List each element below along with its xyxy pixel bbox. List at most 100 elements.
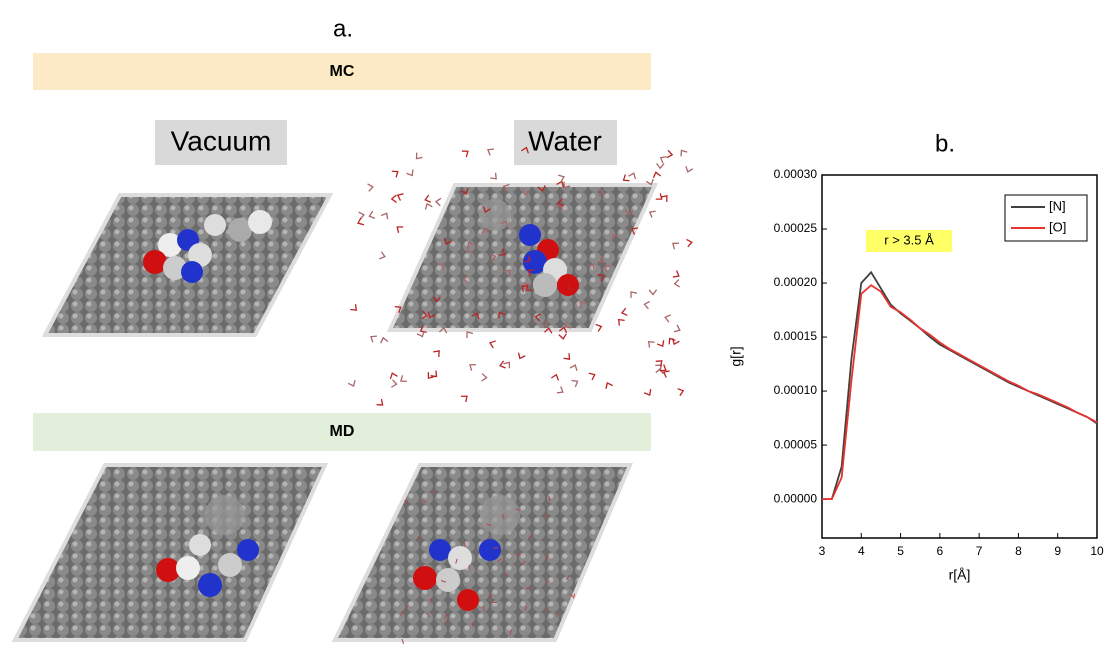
water-molecule	[484, 606, 485, 611]
x-axis-label: r[Å]	[949, 567, 971, 583]
annotation: r > 3.5 Å	[884, 232, 934, 247]
water-molecule	[650, 211, 656, 218]
water-molecule	[564, 353, 570, 359]
water-molecule	[482, 374, 487, 381]
chart-title: b.	[935, 130, 955, 157]
water-molecule	[390, 373, 397, 379]
water-molecule	[673, 271, 679, 278]
water-molecule	[492, 602, 497, 603]
water-molecule	[687, 239, 692, 246]
water-molecule	[488, 149, 494, 155]
water-molecule	[675, 280, 680, 287]
water-molecule	[549, 496, 550, 501]
water-molecule	[490, 341, 496, 348]
water-molecule	[674, 325, 680, 332]
water-molecule	[661, 157, 667, 163]
water-molecule	[656, 193, 662, 199]
legend-box	[1005, 195, 1087, 241]
water-molecule	[398, 194, 404, 201]
x-tick-label: 6	[937, 544, 944, 558]
water-molecule	[510, 630, 511, 635]
figure: a. MC Vacuum Water MD b.0.000000.000050	[0, 0, 1107, 648]
water-molecule	[631, 292, 637, 298]
y-tick-label: 0.00025	[774, 221, 818, 235]
panel-label: a.	[333, 15, 353, 42]
water-molecule	[425, 195, 431, 202]
water-molecule	[673, 243, 679, 249]
water-molecule	[622, 308, 627, 315]
water-molecule	[653, 172, 660, 177]
water-molecule	[425, 204, 432, 210]
water-molecule	[559, 334, 566, 339]
y-tick-label: 0.00000	[774, 491, 818, 505]
y-axis-label: g[r]	[728, 346, 744, 366]
x-tick-label: 5	[897, 544, 904, 558]
y-tick-label: 0.00010	[774, 383, 818, 397]
water-molecule	[381, 338, 388, 343]
water-molecule	[467, 332, 473, 338]
series-line	[822, 285, 1097, 499]
surfaces	[15, 185, 655, 640]
water-molecule	[461, 396, 467, 402]
water-molecule	[667, 150, 672, 157]
water-molecule	[644, 389, 651, 395]
water-molecule	[557, 386, 563, 392]
water-molecule	[392, 171, 398, 177]
water-molecule	[519, 353, 526, 359]
water-molecule	[369, 211, 375, 218]
water-molecule	[686, 166, 693, 172]
legend-label: [N]	[1049, 198, 1066, 213]
mc-header: MC	[330, 63, 355, 80]
water-molecule	[657, 340, 664, 346]
water-molecule	[417, 153, 423, 159]
legend-label: [O]	[1049, 219, 1066, 234]
x-tick-label: 7	[976, 544, 983, 558]
water-molecule	[392, 195, 397, 202]
water-molecule	[551, 375, 558, 381]
graphene-surface	[15, 465, 325, 640]
water-molecule	[431, 371, 437, 377]
water-molecule	[649, 290, 656, 295]
water-label: Water	[528, 125, 602, 156]
water-molecule	[371, 336, 377, 342]
water-molecule	[401, 375, 407, 381]
x-tick-label: 4	[858, 544, 865, 558]
water-molecule	[391, 380, 396, 387]
water-molecule	[377, 399, 383, 405]
water-molecule	[358, 218, 364, 225]
water-molecule	[619, 320, 625, 326]
series-line	[822, 272, 1097, 499]
water-molecule	[657, 163, 664, 168]
water-molecule	[665, 315, 670, 322]
x-tick-label: 3	[819, 544, 826, 558]
water-molecule	[570, 365, 577, 371]
vacuum-label: Vacuum	[171, 125, 272, 156]
water-molecule	[678, 389, 684, 396]
water-molecule	[589, 373, 595, 380]
water-molecule	[644, 301, 649, 308]
water-molecule	[500, 361, 506, 368]
chart: b. 0.00000 0.00005 0.00010 0.00015 0.00020 0.0…	[728, 130, 1104, 582]
y-tick-label: 0.00005	[774, 437, 818, 451]
water-molecule	[407, 170, 413, 176]
water-molecule	[462, 151, 468, 157]
water-molecule	[436, 198, 441, 205]
x-tick-label: 9	[1054, 544, 1061, 558]
water-molecule	[596, 325, 602, 332]
water-molecule	[433, 351, 439, 357]
graphene-surface	[390, 185, 655, 330]
y-tick-label: 0.00015	[774, 329, 818, 343]
y-tick-label: 0.00020	[774, 275, 818, 289]
x-tick-label: 10	[1090, 544, 1104, 558]
water-molecule	[381, 213, 387, 219]
water-molecule	[649, 342, 655, 348]
water-molecule	[490, 173, 496, 179]
water-molecule	[470, 365, 476, 371]
x-tick-label: 8	[1015, 544, 1022, 558]
water-molecule	[368, 184, 373, 191]
y-tick-label: 0.00030	[774, 167, 818, 181]
water-molecule	[348, 380, 355, 386]
water-molecule	[397, 227, 403, 233]
water-molecule	[606, 383, 613, 389]
water-molecule	[350, 304, 356, 310]
